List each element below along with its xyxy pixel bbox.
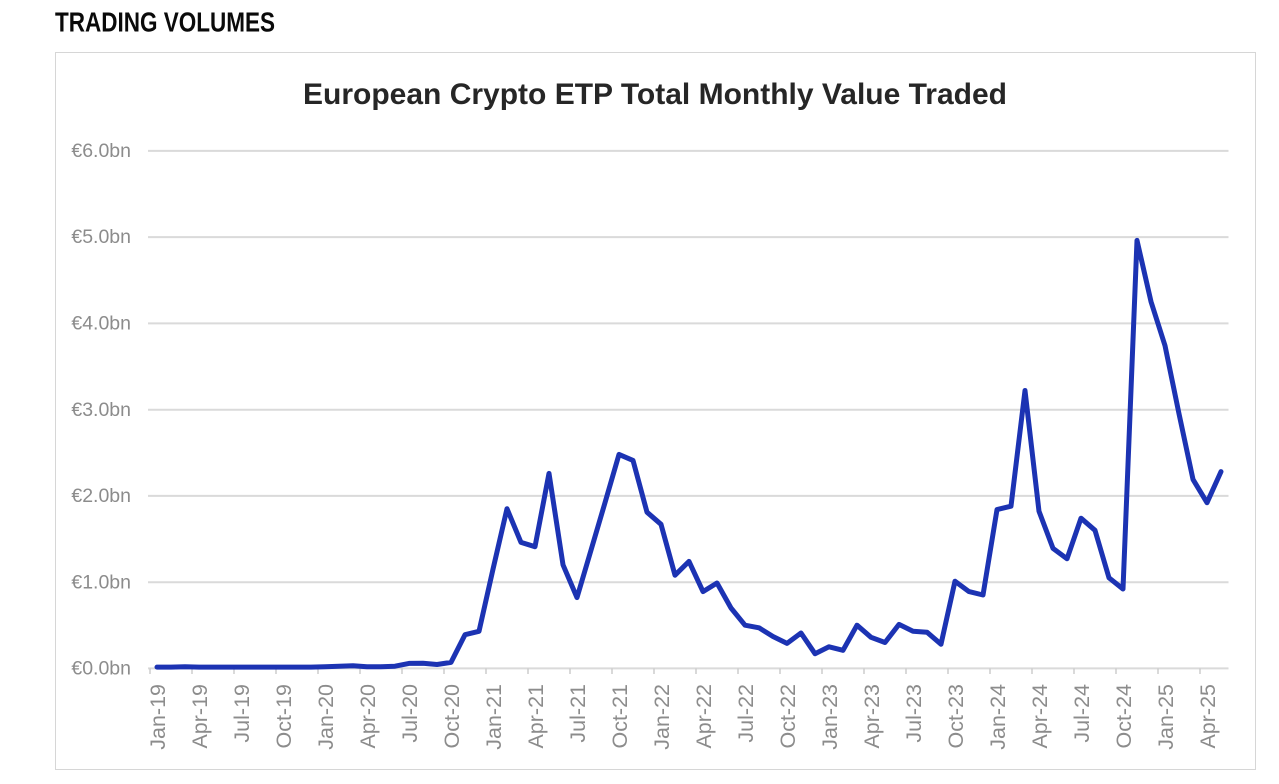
svg-text:Apr-19: Apr-19: [188, 684, 212, 749]
svg-text:Oct-23: Oct-23: [944, 684, 968, 749]
svg-text:Apr-22: Apr-22: [692, 684, 716, 749]
svg-text:€3.0bn: €3.0bn: [71, 399, 131, 421]
svg-text:Oct-22: Oct-22: [776, 684, 800, 749]
svg-text:Jul-19: Jul-19: [230, 684, 254, 743]
svg-text:€5.0bn: €5.0bn: [71, 226, 131, 248]
svg-text:Apr-24: Apr-24: [1028, 684, 1052, 749]
svg-text:Apr-20: Apr-20: [356, 684, 380, 749]
svg-text:Jul-24: Jul-24: [1070, 684, 1094, 743]
svg-text:Oct-19: Oct-19: [272, 684, 296, 749]
svg-text:Jan-23: Jan-23: [818, 684, 842, 750]
svg-text:Oct-21: Oct-21: [608, 684, 632, 749]
svg-text:€6.0bn: €6.0bn: [71, 140, 131, 162]
svg-text:Oct-24: Oct-24: [1112, 684, 1136, 749]
svg-text:Apr-21: Apr-21: [524, 684, 548, 749]
svg-text:Jul-22: Jul-22: [734, 684, 758, 743]
svg-text:€0.0bn: €0.0bn: [71, 658, 131, 680]
svg-text:Jul-21: Jul-21: [566, 684, 590, 743]
svg-text:€1.0bn: €1.0bn: [71, 571, 131, 593]
svg-text:Jul-23: Jul-23: [902, 684, 926, 743]
svg-text:Jul-20: Jul-20: [398, 684, 422, 743]
svg-text:Jan-21: Jan-21: [482, 684, 506, 750]
svg-text:Jan-25: Jan-25: [1154, 684, 1178, 750]
svg-text:Apr-23: Apr-23: [860, 684, 884, 749]
svg-text:Apr-25: Apr-25: [1196, 684, 1220, 749]
svg-text:Jan-22: Jan-22: [650, 684, 674, 750]
svg-text:Jan-24: Jan-24: [986, 684, 1010, 750]
svg-text:€2.0bn: €2.0bn: [71, 485, 131, 507]
svg-text:Oct-20: Oct-20: [440, 684, 464, 749]
svg-text:Jan-19: Jan-19: [146, 684, 170, 750]
svg-text:€4.0bn: €4.0bn: [71, 313, 131, 335]
svg-text:TRADING VOLUMES: TRADING VOLUMES: [55, 7, 275, 38]
svg-text:European Crypto ETP Total Mont: European Crypto ETP Total Monthly Value …: [303, 78, 1007, 111]
svg-text:Jan-20: Jan-20: [314, 684, 338, 750]
